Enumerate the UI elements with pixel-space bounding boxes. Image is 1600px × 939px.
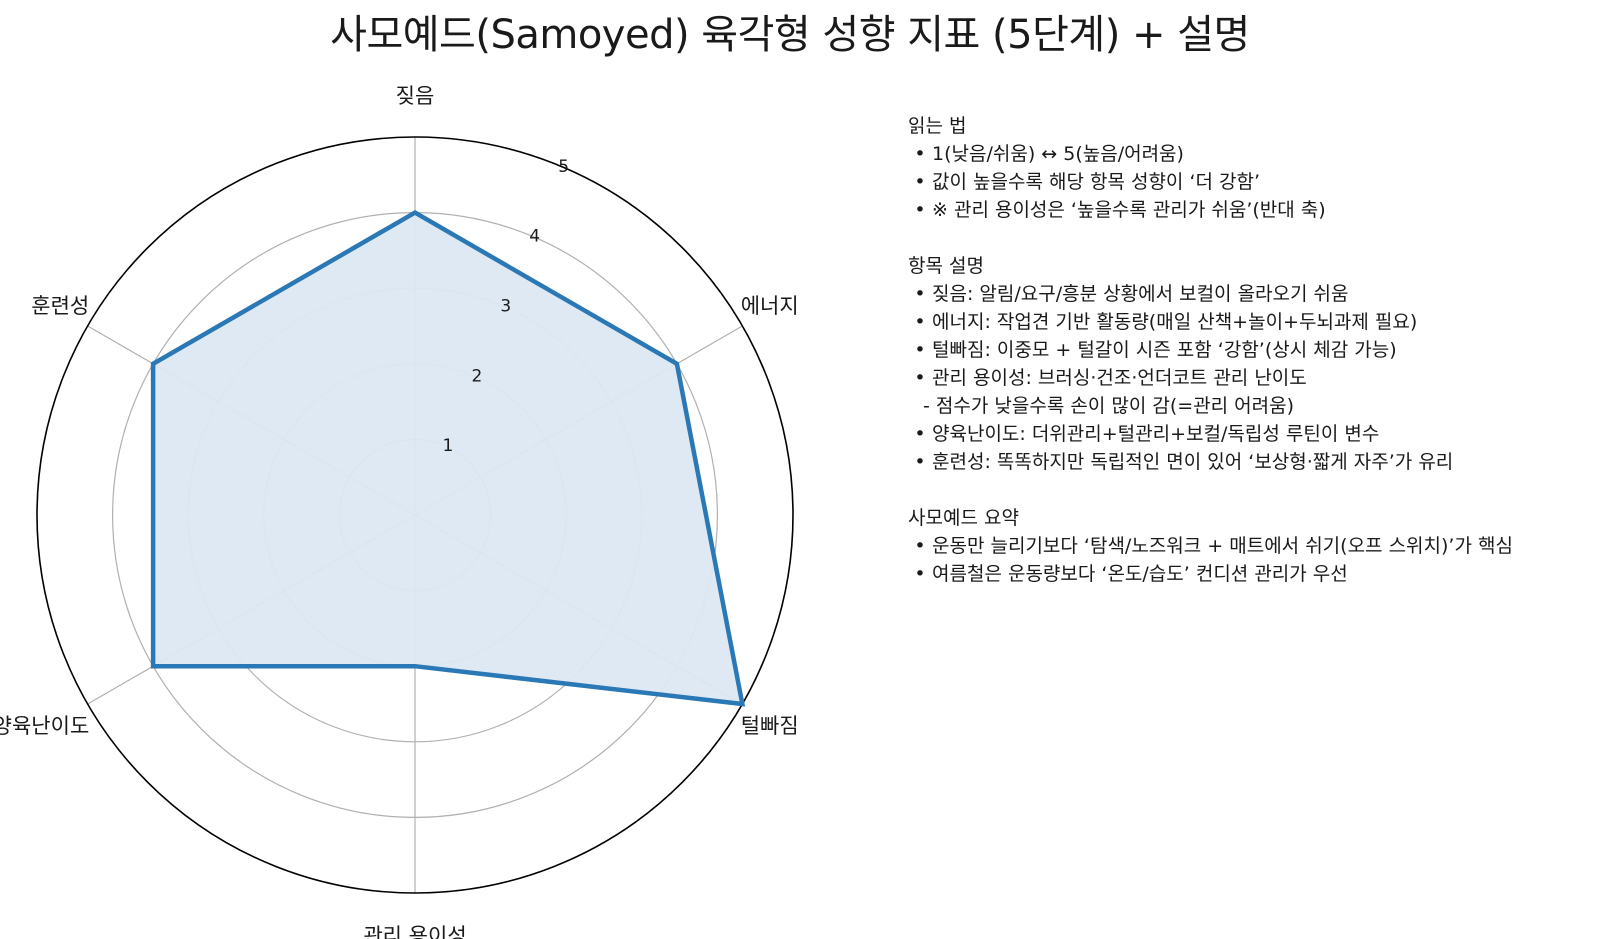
r-tick-label: 2 — [471, 366, 482, 386]
axis-label: 양육난이도 — [0, 714, 89, 738]
notes-section-title: 항목 설명 — [908, 255, 984, 277]
notes-section-title: 사모예드 요약 — [908, 507, 1019, 529]
notes-panel: 읽는 법 • 1(낮음/쉬움) ↔ 5(높음/어려움) • 값이 높을수록 해당 항목 … — [908, 112, 1598, 616]
bullet-icon: • — [914, 423, 926, 445]
notes-section-title: 읽는 법 — [908, 115, 967, 137]
notes-item-text: 훈련성: 똑똑하지만 독립적인 면이 있어 ‘보상형·짧게 자주’가 유리 — [932, 451, 1454, 473]
bullet-icon: • — [914, 171, 926, 193]
notes-item-text: 에너지: 작업견 기반 활동량(매일 산책+놀이+두뇌과제 필요) — [932, 311, 1418, 333]
r-tick-label: 5 — [558, 157, 569, 177]
bullet-icon: • — [914, 283, 926, 305]
r-tick-label: 3 — [500, 296, 511, 316]
r-tick-label: 1 — [443, 436, 454, 456]
bullet-icon: • — [914, 339, 926, 361]
notes-item: • 여름철은 운동량보다 ‘온도/습도’ 컨디션 관리가 우선 — [908, 560, 1598, 588]
outer-ring — [36, 136, 794, 894]
notes-item: • 짖음: 알림/요구/흥분 상황에서 보컬이 올라오기 쉬움 — [908, 280, 1598, 308]
notes-item-text: 양육난이도: 더위관리+털관리+보컬/독립성 루틴이 변수 — [932, 423, 1380, 445]
bullet-icon: • — [914, 451, 926, 473]
bullet-icon: • — [914, 563, 926, 585]
bullet-icon: • — [914, 367, 926, 389]
axis-label: 관리 용이성 — [363, 924, 466, 939]
notes-item-text: 여름철은 운동량보다 ‘온도/습도’ 컨디션 관리가 우선 — [932, 563, 1348, 585]
bullet-icon: • — [914, 143, 926, 165]
notes-section: 사모예드 요약 • 운동만 늘리기보다 ‘탐색/노즈워크 + 매트에서 쉬기(오프 … — [908, 504, 1598, 588]
notes-item-text: ※ 관리 용이성은 ‘높을수록 관리가 쉬움’(반대 축) — [932, 199, 1326, 221]
r-tick-label: 4 — [529, 227, 540, 247]
data-area — [153, 212, 743, 704]
notes-item: • ※ 관리 용이성은 ‘높을수록 관리가 쉬움’(반대 축) — [908, 196, 1598, 224]
bullet-icon: • — [914, 199, 926, 221]
bullet-icon: • — [914, 311, 926, 333]
notes-item: • 관리 용이성: 브러싱·건조·언더코트 관리 난이도 — [908, 364, 1598, 392]
notes-item-text: 관리 용이성: 브러싱·건조·언더코트 관리 난이도 — [932, 367, 1307, 389]
notes-subitem: - 점수가 낮을수록 손이 많이 감(=관리 어려움) — [923, 395, 1294, 417]
notes-item: • 1(낮음/쉬움) ↔ 5(높음/어려움) — [908, 140, 1598, 168]
notes-item-text: 1(낮음/쉬움) ↔ 5(높음/어려움) — [932, 143, 1184, 165]
notes-section: 항목 설명 • 짖음: 알림/요구/흥분 상황에서 보컬이 올라오기 쉬움 • 에너지:… — [908, 252, 1598, 476]
bullet-icon: • — [914, 535, 926, 557]
axis-label: 털빠짐 — [741, 714, 799, 738]
notes-item-text: 털빠짐: 이중모 + 털갈이 시즌 포함 ‘강함’(상시 체감 가능) — [932, 339, 1397, 361]
notes-item: • 값이 높을수록 해당 항목 성향이 ‘더 강함’ — [908, 168, 1598, 196]
notes-item: • 훈련성: 똑똑하지만 독립적인 면이 있어 ‘보상형·짧게 자주’가 유리 — [908, 448, 1598, 476]
axis-label: 에너지 — [741, 294, 799, 318]
notes-item: • 에너지: 작업견 기반 활동량(매일 산책+놀이+두뇌과제 필요) — [908, 308, 1598, 336]
notes-item: • 털빠짐: 이중모 + 털갈이 시즌 포함 ‘강함’(상시 체감 가능) — [908, 336, 1598, 364]
chart-title: 사모예드(Samoyed) 육각형 성향 지표 (5단계) + 설명 — [330, 12, 1250, 58]
notes-item: • 양육난이도: 더위관리+털관리+보컬/독립성 루틴이 변수 — [908, 420, 1598, 448]
radar-data — [150, 210, 746, 707]
notes-item-text: 값이 높을수록 해당 항목 성향이 ‘더 강함’ — [932, 171, 1260, 193]
notes-item-text: 운동만 늘리기보다 ‘탐색/노즈워크 + 매트에서 쉬기(오프 스위치)’가 핵… — [932, 535, 1513, 557]
notes-section: 읽는 법 • 1(낮음/쉬움) ↔ 5(높음/어려움) • 값이 높을수록 해당 항목 … — [908, 112, 1598, 224]
notes-item-text: 짖음: 알림/요구/흥분 상황에서 보컬이 올라오기 쉬움 — [932, 283, 1349, 305]
notes-item: • 운동만 늘리기보다 ‘탐색/노즈워크 + 매트에서 쉬기(오프 스위치)’가 … — [908, 532, 1598, 560]
axis-label: 훈련성 — [31, 294, 89, 318]
axis-label: 짖음 — [396, 84, 435, 108]
